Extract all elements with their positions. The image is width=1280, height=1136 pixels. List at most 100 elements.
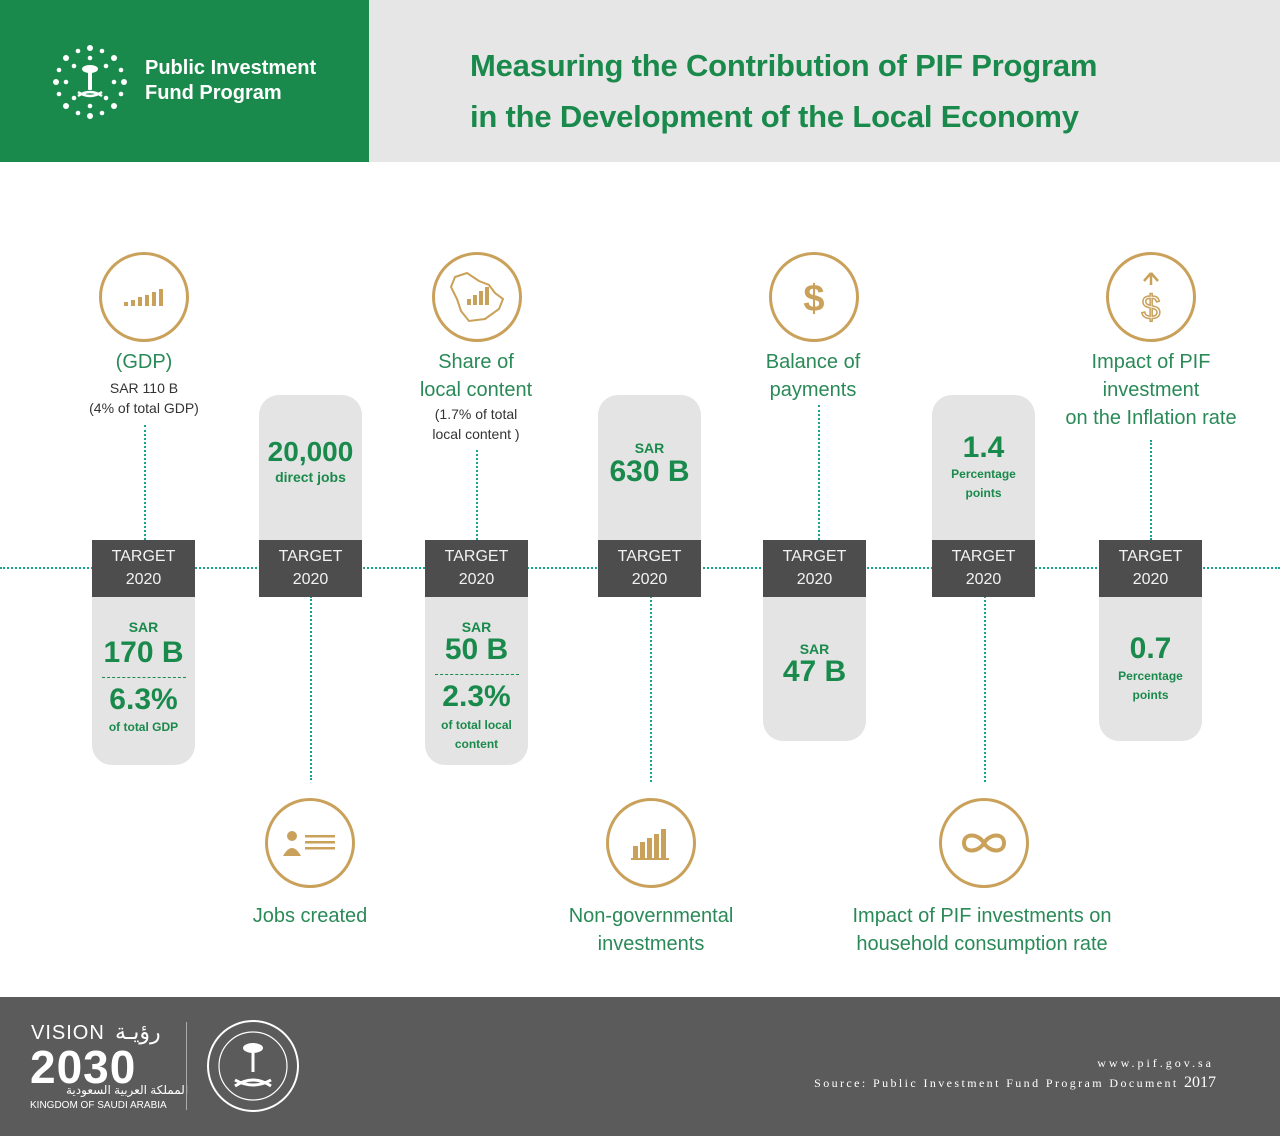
vision-word: VISION bbox=[31, 1022, 105, 1044]
local-content-title: Share of local content bbox=[396, 348, 556, 404]
local-content-target-note: of total local content bbox=[425, 716, 528, 754]
nongov-title-line2: investments bbox=[597, 933, 705, 955]
connector bbox=[476, 450, 478, 540]
inflation-target-value: 0.7 bbox=[1129, 632, 1172, 665]
gdp-target-percent: 6.3% bbox=[109, 683, 178, 716]
household-note-line1: Percentage bbox=[951, 467, 1016, 481]
gdp-target-unit: SAR bbox=[128, 619, 159, 635]
title-line2: in the Development of the Local Economy bbox=[470, 99, 1079, 134]
gdp-icon-circle bbox=[99, 252, 189, 342]
nongov-target-unit: SAR bbox=[634, 440, 665, 456]
inflation-note-line1: Percentage bbox=[1118, 669, 1183, 683]
bar-chart-icon bbox=[124, 289, 163, 306]
nongov-target-value: 630 B bbox=[609, 455, 690, 488]
nongov-target-label: TARGET 2020 bbox=[598, 540, 701, 597]
gdp-title: (GDP) bbox=[115, 351, 173, 373]
target-label-text: TARGET bbox=[111, 548, 176, 565]
nongov-target-pill bbox=[598, 395, 701, 565]
household-title-line1: Impact of PIF investments on bbox=[852, 905, 1112, 927]
footer-divider bbox=[186, 1022, 187, 1110]
target-year-text: 2020 bbox=[125, 571, 162, 588]
inflation-title-line1: Impact of PIF bbox=[1091, 351, 1211, 373]
gdp-target-note: of total GDP bbox=[108, 720, 179, 734]
inflation-title-line2: investment bbox=[1102, 379, 1200, 401]
gdp-current: SAR 110 B (4% of total GDP) bbox=[64, 378, 224, 418]
dollar-up-arrow-icon: $ bbox=[1141, 272, 1161, 323]
target-label-text: TARGET bbox=[951, 548, 1016, 565]
source-year: 2017 bbox=[1184, 1074, 1216, 1091]
target-label-text: TARGET bbox=[278, 548, 343, 565]
source-text: Source: Public Investment Fund Program D… bbox=[814, 1076, 1179, 1090]
inflation-title-line3: on the Inflation rate bbox=[1065, 407, 1237, 429]
local-content-target-unit: SAR bbox=[461, 619, 492, 635]
page-title: Measuring the Contribution of PIF Progra… bbox=[470, 40, 1098, 142]
target-year-text: 2020 bbox=[1132, 571, 1169, 588]
saudi-map-chart-icon bbox=[449, 271, 505, 323]
vision-kingdom-english: KINGDOM OF SAUDI ARABIA bbox=[30, 1100, 167, 1111]
target-year-text: 2020 bbox=[458, 571, 495, 588]
dollar-icon: $ bbox=[803, 278, 824, 317]
svg-text:$: $ bbox=[803, 278, 824, 317]
jobs-target-value: 20,000 bbox=[267, 436, 354, 467]
vision-arabic: رؤيـة bbox=[115, 1019, 161, 1044]
bar-chart-icon bbox=[631, 829, 669, 860]
pif-seal-icon bbox=[207, 1020, 299, 1112]
balance-title-line1: Balance of bbox=[765, 351, 861, 373]
target-year-text: 2020 bbox=[292, 571, 329, 588]
local-content-target-percent: 2.3% bbox=[442, 680, 511, 713]
jobs-target-label: TARGET 2020 bbox=[259, 540, 362, 597]
local-content-title-line2: local content bbox=[419, 379, 533, 401]
household-title-line2: household consumption rate bbox=[856, 933, 1108, 955]
footer bbox=[0, 997, 1280, 1136]
nongov-icon-circle bbox=[606, 798, 696, 888]
jobs-target-pill bbox=[259, 395, 362, 565]
household-note-line2: points bbox=[965, 486, 1002, 500]
vision-kingdom-arabic: المملكة العربية السعودية bbox=[66, 1083, 189, 1097]
local-content-icon-circle bbox=[432, 252, 522, 342]
nongov-title-line1: Non-governmental bbox=[568, 905, 734, 927]
household-target-note: Percentage points bbox=[932, 465, 1035, 503]
brand-line1: Public Investment bbox=[145, 57, 317, 79]
infinity-icon bbox=[961, 833, 1007, 853]
value-separator bbox=[102, 677, 186, 678]
website-url[interactable]: www.pif.gov.sa bbox=[1097, 1056, 1214, 1070]
target-year-text: 2020 bbox=[965, 571, 1002, 588]
target-label-text: TARGET bbox=[1118, 548, 1183, 565]
local-content-target-label: TARGET 2020 bbox=[425, 540, 528, 597]
connector bbox=[1150, 440, 1152, 540]
local-content-current-line1: (1.7% of total bbox=[434, 406, 518, 422]
connector bbox=[984, 596, 986, 782]
jobs-icon-circle bbox=[265, 798, 355, 888]
local-content-current: (1.7% of total local content ) bbox=[396, 404, 556, 444]
balance-icon-circle: $ bbox=[769, 252, 859, 342]
local-content-title-line1: Share of bbox=[438, 351, 514, 373]
target-year-text: 2020 bbox=[796, 571, 833, 588]
local-content-note-line2: content bbox=[454, 737, 499, 751]
target-year-text: 2020 bbox=[631, 571, 668, 588]
gdp-current-line1: SAR 110 B bbox=[109, 380, 179, 396]
household-target-pill bbox=[932, 395, 1035, 565]
gdp-target-value: 170 B bbox=[103, 636, 184, 669]
title-line1: Measuring the Contribution of PIF Progra… bbox=[470, 48, 1098, 83]
connector bbox=[650, 596, 652, 782]
inflation-target-note: Percentage points bbox=[1099, 667, 1202, 705]
household-title: Impact of PIF investments on household c… bbox=[832, 902, 1132, 958]
connector bbox=[310, 596, 312, 780]
connector bbox=[818, 405, 820, 540]
brand-line2: Fund Program bbox=[145, 82, 282, 104]
inflation-note-line2: points bbox=[1132, 688, 1169, 702]
balance-target-label: TARGET 2020 bbox=[763, 540, 866, 597]
local-content-note-line1: of total local bbox=[441, 718, 512, 732]
balance-title-line2: payments bbox=[769, 379, 857, 401]
source-note: Source: Public Investment Fund Program D… bbox=[814, 1074, 1216, 1092]
target-label-text: TARGET bbox=[617, 548, 682, 565]
id-card-icon bbox=[283, 831, 335, 856]
value-separator bbox=[435, 674, 519, 675]
balance-target-unit: SAR bbox=[799, 641, 830, 657]
balance-target-value: 47 B bbox=[782, 655, 847, 688]
gdp-target-label: TARGET 2020 bbox=[92, 540, 195, 597]
household-target-label: TARGET 2020 bbox=[932, 540, 1035, 597]
brand-panel: Public Investment Fund Program bbox=[0, 0, 369, 162]
local-content-current-line2: local content ) bbox=[432, 426, 520, 442]
jobs-title: Jobs created bbox=[252, 905, 368, 927]
